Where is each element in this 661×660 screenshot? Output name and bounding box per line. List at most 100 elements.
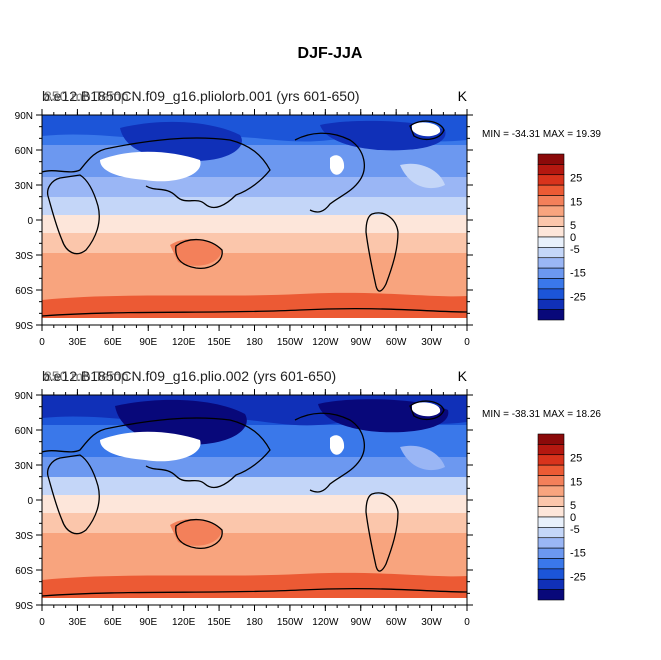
y-tick-label: 30N <box>15 181 33 192</box>
panel-1-band-equator <box>42 215 467 233</box>
x-tick-label: 150W <box>277 337 304 348</box>
colorbar-swatch <box>537 495 565 507</box>
panel-2-title: 850 mb Temp <box>44 368 129 384</box>
x-tick-label: 30W <box>421 617 442 628</box>
y-tick-label: 30S <box>15 531 33 542</box>
colorbar-tick-label: 15 <box>570 476 582 488</box>
colorbar-swatch <box>537 257 565 269</box>
panel-1: b.e12.B1850CN.f09_g16.pliolorb.001 (yrs … <box>15 88 602 348</box>
colorbar-swatch <box>537 547 565 559</box>
x-tick-label: 90E <box>139 617 157 628</box>
panel-1-colorbar: 25 15 50-5 -15 -25 <box>537 153 586 321</box>
colorbar-swatch <box>537 164 565 176</box>
panel-1-atlantic-warm <box>400 163 445 189</box>
panel-2-stats: MIN = -38.31 MAX = 18.26 <box>482 409 601 420</box>
colorbar-tick-label: 25 <box>570 453 582 465</box>
panel-2-tibet-missing <box>100 431 201 462</box>
colorbar-swatch <box>537 215 565 227</box>
colorbar-swatch <box>537 153 565 165</box>
colorbar-swatch <box>537 516 565 528</box>
panel-2-coastlines <box>42 400 467 597</box>
x-tick-label: 150E <box>207 337 231 348</box>
colorbar-tick-label: 15 <box>570 196 582 208</box>
colorbar-swatch <box>537 174 565 186</box>
x-tick-label: 30E <box>69 617 87 628</box>
colorbar-swatch <box>537 485 565 497</box>
panel-2-band-equator <box>42 495 467 513</box>
panel-1-australia-warm <box>170 238 222 266</box>
x-tick-label: 180 <box>246 337 263 348</box>
colorbar-swatch <box>537 578 565 590</box>
y-tick-label: 60N <box>15 426 33 437</box>
colorbar-swatch <box>537 454 565 466</box>
panel-2-band-tropics-n <box>42 477 467 495</box>
x-tick-label: 90W <box>350 337 371 348</box>
x-tick-label: 30E <box>69 337 87 348</box>
colorbar-tick-label: 5 <box>570 500 576 512</box>
colorbar-swatch <box>537 288 565 300</box>
x-tick-label: 0 <box>39 337 45 348</box>
x-tick-label: 30W <box>421 337 442 348</box>
y-tick-label: 30S <box>15 251 33 262</box>
colorbar-tick-label: -25 <box>570 571 586 583</box>
x-tick-label: 150W <box>277 617 304 628</box>
panel-2-map-field <box>42 395 467 605</box>
colorbar-tick-label: -15 <box>570 268 586 280</box>
y-tick-label: 60S <box>15 286 33 297</box>
colorbar-swatch <box>537 247 565 259</box>
x-tick-label: 90W <box>350 617 371 628</box>
x-tick-label: 120E <box>172 337 196 348</box>
colorbar-swatch <box>537 267 565 279</box>
y-tick-label: 60S <box>15 566 33 577</box>
panel-2-band-north-sub <box>42 457 467 477</box>
panel-1-coastlines <box>42 120 467 317</box>
x-tick-label: 90E <box>139 337 157 348</box>
panel-1-units: K <box>458 88 468 104</box>
panel-2-units: K <box>458 368 468 384</box>
panel-1-band-north-sub <box>42 177 467 197</box>
panel-1-subtitle: b.e12.B1850CN.f09_g16.pliolorb.001 (yrs … <box>42 88 360 104</box>
panel-2-atlantic-warm <box>400 445 445 471</box>
x-tick-label: 0 <box>464 617 470 628</box>
x-tick-label: 0 <box>464 337 470 348</box>
colorbar-swatch <box>537 464 565 476</box>
x-tick-label: 60W <box>386 337 407 348</box>
colorbar-tick-label: -5 <box>570 524 580 536</box>
panel-2-colorbar: 25 15 50-5 -15 -25 <box>537 433 586 601</box>
colorbar-swatch <box>537 195 565 207</box>
colorbar-tick-label: -15 <box>570 548 586 560</box>
x-tick-label: 180 <box>246 617 263 628</box>
panel-2-band-south-sub <box>42 513 467 533</box>
x-tick-label: 120W <box>312 617 339 628</box>
panel-2-southern-ocean-warm <box>42 572 467 605</box>
colorbar-swatch <box>537 433 565 445</box>
y-tick-label: 90S <box>15 601 33 612</box>
panel-2: b.e12.B1850CN.f09_g16.plio.002 (yrs 601-… <box>15 368 602 628</box>
x-tick-label: 60E <box>104 617 122 628</box>
y-tick-label: 0 <box>27 496 33 507</box>
panel-1-tibet-missing <box>100 151 201 182</box>
colorbar-swatch <box>537 444 565 456</box>
y-tick-label: 30N <box>15 461 33 472</box>
colorbar-tick-label: -25 <box>570 291 586 303</box>
x-tick-label: 120W <box>312 337 339 348</box>
colorbar-swatch <box>537 558 565 570</box>
colorbar-tick-label: 0 <box>570 232 576 244</box>
panel-1-antarctica-missing <box>42 318 467 325</box>
panel-2-subtitle: b.e12.B1850CN.f09_g16.plio.002 (yrs 601-… <box>42 368 336 384</box>
colorbar-swatch <box>537 236 565 248</box>
colorbar-swatch <box>537 568 565 580</box>
panel-2-rockies-missing <box>330 435 345 455</box>
figure-title: DJF-JJA <box>298 45 363 62</box>
panel-1-map-field <box>42 115 467 325</box>
colorbar-swatch <box>537 537 565 549</box>
colorbar-tick-label: 25 <box>570 173 582 185</box>
colorbar-swatch <box>537 589 565 601</box>
panel-2-axis-ticks: 0 30E 60E 90E 120E 150E 180 150W 120W 90W 60W 30W 09… <box>15 389 473 628</box>
panel-2-greenland-missing <box>412 402 441 417</box>
y-tick-label: 0 <box>27 216 33 227</box>
x-tick-label: 150E <box>207 617 231 628</box>
panel-1-rockies-missing <box>330 155 345 175</box>
panel-1-axis-ticks: 0 30E 60E 90E 120E 150E 180 150W 120W 90W 60W 30W 09… <box>15 109 473 348</box>
panel-1-greenland-missing <box>412 122 441 137</box>
